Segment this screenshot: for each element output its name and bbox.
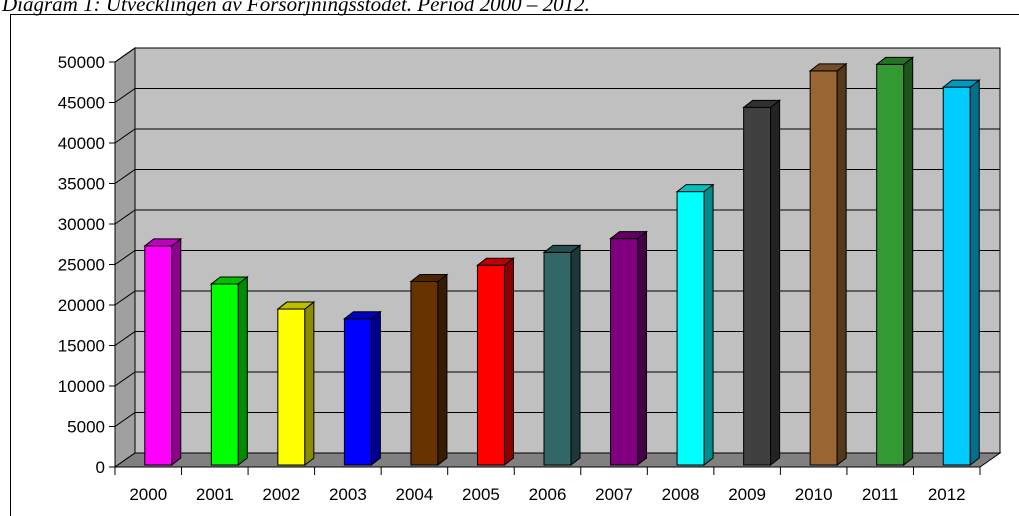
- x-tick-label: 2006: [529, 485, 567, 504]
- x-tick-label: 2001: [196, 485, 234, 504]
- x-tick-label: 2005: [462, 485, 500, 504]
- gridline: [114, 47, 1000, 63]
- bar-2009: [742, 99, 782, 467]
- bar-2002: [276, 301, 316, 467]
- bar-front: [610, 238, 639, 466]
- x-tick-label: 2010: [795, 485, 833, 504]
- bar-front: [942, 86, 971, 466]
- bar-front: [743, 106, 772, 466]
- bar-top: [276, 301, 316, 310]
- bar-front: [676, 191, 705, 466]
- y-tick-label: 5000: [67, 418, 105, 437]
- bar-top: [409, 274, 449, 283]
- y-tick-label: 15000: [58, 337, 105, 356]
- bar-front: [876, 63, 905, 466]
- bar-2008: [675, 183, 715, 467]
- y-tick-label: 30000: [58, 215, 105, 234]
- x-tick-label: 2008: [662, 485, 700, 504]
- bar-2005: [476, 257, 515, 467]
- bar-top: [742, 99, 782, 108]
- bar-top: [143, 238, 183, 247]
- bar-front: [476, 264, 505, 466]
- bar-2007: [609, 230, 648, 467]
- x-tick-label: 2009: [728, 485, 766, 504]
- y-tick-label: 10000: [58, 377, 105, 396]
- y-tick-label: 40000: [58, 134, 105, 153]
- bar-top: [941, 79, 981, 88]
- bar-2010: [808, 62, 848, 467]
- bar-2000: [143, 237, 183, 467]
- chart-caption: Diagram 1: Utvecklingen av Försörjningss…: [2, 0, 590, 16]
- bar-2011: [875, 56, 915, 467]
- bar-top: [476, 257, 515, 266]
- bar-top: [342, 311, 382, 320]
- bar-side: [437, 273, 448, 467]
- bar-front: [809, 70, 838, 466]
- bar-top: [609, 231, 648, 240]
- bar-side: [836, 62, 847, 467]
- y-tick-label: 25000: [58, 256, 105, 275]
- bar-top: [875, 56, 915, 65]
- x-tick-label: 2012: [928, 485, 966, 504]
- gridline: [114, 88, 1000, 103]
- bar-side: [969, 79, 980, 467]
- y-tick-label: 20000: [58, 296, 105, 315]
- bar-top: [808, 63, 848, 72]
- bar-top: [542, 244, 582, 253]
- bar-side: [770, 99, 781, 467]
- gridline: [114, 128, 1000, 144]
- chart-frame: [10, 14, 1019, 516]
- bar-side: [237, 275, 248, 467]
- bars: [143, 56, 981, 467]
- bar-side: [570, 244, 581, 467]
- x-tick-label: 2002: [262, 485, 300, 504]
- bar-top: [675, 184, 715, 193]
- x-tick-label: 2003: [329, 485, 367, 504]
- y-axis: 0 5000 10000 15000 20000 25000 30000 35000 40000…: [58, 53, 116, 477]
- bar-side: [637, 230, 648, 467]
- x-tick-label: 2000: [129, 485, 167, 504]
- bar-2006: [542, 244, 582, 467]
- y-tick-label: 50000: [58, 53, 105, 72]
- bar-front: [410, 281, 439, 466]
- x-axis: 2000 2001 2002 2003 2004 2005 2006 2007 2008 2009…: [114, 466, 981, 504]
- bar-side: [304, 301, 315, 467]
- bar-top: [209, 276, 249, 285]
- bar-2003: [342, 310, 382, 467]
- bar-2004: [409, 273, 449, 467]
- bar-2012: [941, 79, 981, 467]
- x-tick-label: 2007: [595, 485, 633, 504]
- bar-side: [703, 183, 714, 467]
- bar-side: [171, 237, 182, 467]
- bar-side: [370, 310, 381, 467]
- x-tick-label: 2011: [862, 485, 899, 504]
- y-tick-label: 45000: [58, 94, 105, 113]
- gridline: [114, 169, 1000, 184]
- y-tick-label: 0: [96, 458, 105, 477]
- y-tick-label: 35000: [58, 175, 105, 194]
- bar-front: [343, 318, 372, 466]
- bar-front: [277, 308, 306, 466]
- bar-front: [543, 251, 572, 466]
- bar-side: [503, 257, 514, 467]
- bar-front: [210, 283, 239, 466]
- bar-2001: [209, 275, 249, 467]
- bar-side: [903, 56, 914, 467]
- x-tick-label: 2004: [396, 485, 434, 504]
- bar-front: [144, 245, 173, 466]
